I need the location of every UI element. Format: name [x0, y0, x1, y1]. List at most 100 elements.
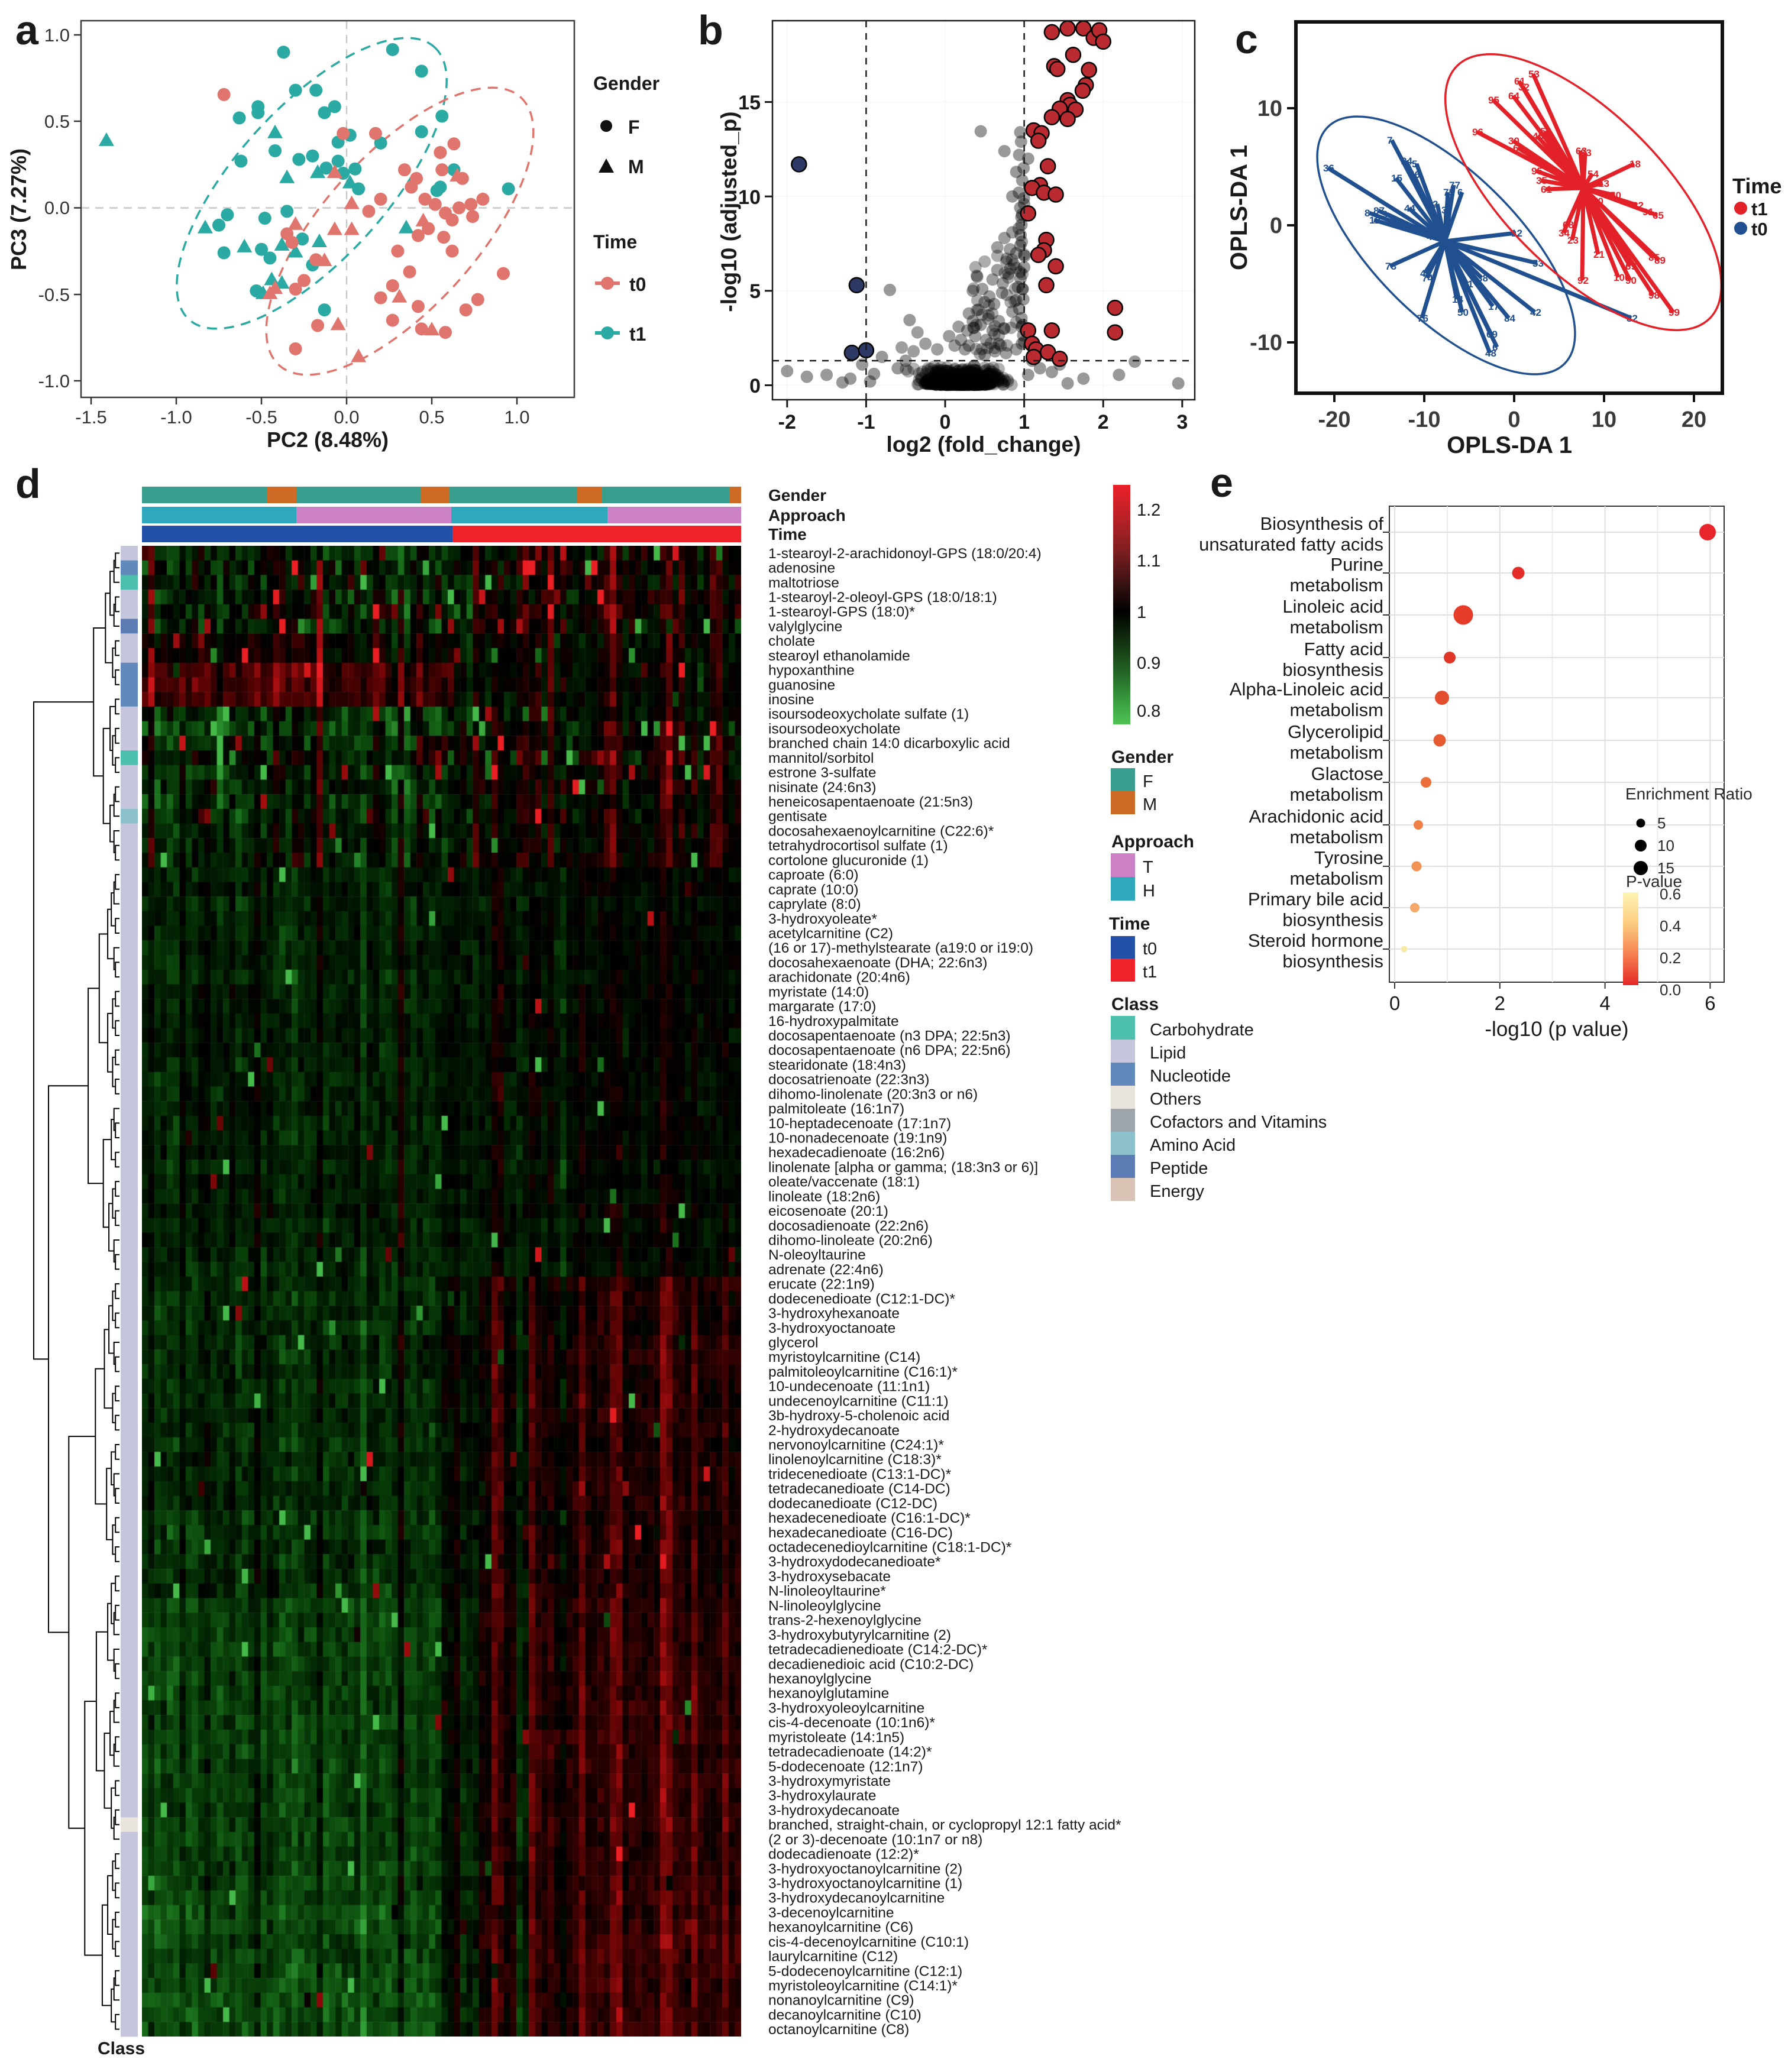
svg-text:P-value: P-value [1626, 872, 1682, 891]
svg-text:3b-hydroxy-5-cholenoic acid: 3b-hydroxy-5-cholenoic acid [768, 1408, 949, 1424]
svg-text:tetradecadienedioate (C14:2-DC: tetradecadienedioate (C14:2-DC)* [768, 1642, 988, 1658]
svg-text:33: 33 [1580, 147, 1592, 158]
svg-text:guanosine: guanosine [768, 677, 835, 693]
svg-text:octanoylcarnitine (C8): octanoylcarnitine (C8) [768, 2022, 909, 2038]
svg-text:Amino Acid: Amino Acid [1150, 1136, 1236, 1155]
svg-text:64: 64 [1508, 90, 1519, 102]
svg-text:log2 (fold_change): log2 (fold_change) [887, 432, 1081, 457]
svg-text:decadienedioic acid (C10:2-DC): decadienedioic acid (C10:2-DC) [768, 1656, 974, 1672]
svg-text:glycerol: glycerol [768, 1335, 818, 1351]
svg-text:36: 36 [1323, 163, 1334, 174]
svg-text:23: 23 [1567, 235, 1579, 246]
svg-text:18: 18 [1629, 158, 1641, 170]
svg-text:caproate (6:0): caproate (6:0) [768, 867, 859, 883]
svg-text:arachidonate (20:4n6): arachidonate (20:4n6) [768, 970, 910, 986]
svg-text:Purine: Purine [1330, 554, 1383, 575]
svg-text:Cofactors and Vitamins: Cofactors and Vitamins [1150, 1113, 1327, 1132]
svg-text:12: 12 [1369, 215, 1380, 226]
svg-text:2: 2 [1433, 199, 1438, 210]
svg-text:1-stearoyl-GPS (18:0)*: 1-stearoyl-GPS (18:0)* [768, 604, 915, 620]
svg-text:dihomo-linolenate (20:3n3 or n: dihomo-linolenate (20:3n3 or n6) [768, 1086, 978, 1102]
svg-text:75: 75 [1443, 187, 1454, 198]
svg-text:myristoleate (14:1n5): myristoleate (14:1n5) [768, 1730, 904, 1746]
svg-text:metabolism: metabolism [1290, 700, 1384, 720]
svg-text:Others: Others [1150, 1090, 1201, 1109]
svg-text:t1: t1 [1751, 199, 1768, 219]
svg-text:docosahexaenoylcarnitine (C22:: docosahexaenoylcarnitine (C22:6)* [768, 823, 994, 839]
svg-text:87: 87 [1373, 205, 1385, 216]
svg-text:trans-2-hexenoylglycine: trans-2-hexenoylglycine [768, 1613, 922, 1629]
svg-text:Approach: Approach [768, 506, 846, 525]
svg-text:10: 10 [1592, 407, 1616, 432]
svg-text:3-hydroxyoctanoylcarnitine (1): 3-hydroxyoctanoylcarnitine (1) [768, 1876, 962, 1892]
svg-text:-1.0: -1.0 [38, 371, 70, 391]
svg-text:6: 6 [1705, 992, 1715, 1014]
svg-text:dodecadienoate (12:2)*: dodecadienoate (12:2)* [768, 1847, 919, 1863]
svg-text:cholate: cholate [768, 633, 815, 649]
svg-text:6: 6 [1457, 187, 1463, 198]
svg-text:metabolism: metabolism [1290, 827, 1384, 847]
svg-text:-log10 (adjusted_p): -log10 (adjusted_p) [717, 111, 741, 312]
svg-text:1.0: 1.0 [504, 407, 529, 428]
svg-text:61: 61 [1513, 143, 1524, 154]
svg-text:21: 21 [1593, 249, 1605, 260]
svg-text:e: e [1210, 459, 1233, 506]
svg-text:c: c [1235, 16, 1258, 62]
svg-text:53: 53 [1532, 258, 1544, 269]
svg-text:48: 48 [1485, 348, 1496, 359]
svg-text:erucate (22:1n9): erucate (22:1n9) [768, 1277, 875, 1293]
svg-text:eicosenoate (20:1): eicosenoate (20:1) [768, 1203, 888, 1219]
svg-text:nervonoylcarnitine (C24:1)*: nervonoylcarnitine (C24:1)* [768, 1438, 944, 1453]
svg-text:3-hydroxyhexanoate: 3-hydroxyhexanoate [768, 1306, 900, 1322]
svg-text:dihomo-linoleate (20:2n6): dihomo-linoleate (20:2n6) [768, 1232, 933, 1248]
svg-text:99: 99 [1669, 307, 1680, 318]
svg-text:isoursodeoxycholate sulfate (1: isoursodeoxycholate sulfate (1) [768, 707, 969, 723]
svg-text:7: 7 [1390, 216, 1395, 227]
svg-text:-10: -10 [1408, 407, 1441, 432]
svg-text:0.6: 0.6 [1660, 885, 1681, 903]
svg-text:0: 0 [1270, 213, 1282, 238]
svg-text:3-hydroxymyristate: 3-hydroxymyristate [768, 1773, 891, 1789]
svg-text:Glycerolipid: Glycerolipid [1288, 721, 1383, 742]
svg-text:t1: t1 [1143, 963, 1157, 982]
svg-text:44: 44 [1404, 203, 1415, 214]
svg-text:branched chain 14:0 dicarboxyl: branched chain 14:0 dicarboxylic acid [768, 736, 1010, 752]
svg-text:OPLS-DA 1: OPLS-DA 1 [1447, 432, 1572, 458]
svg-text:Class: Class [1111, 995, 1159, 1014]
svg-text:84: 84 [1504, 313, 1515, 324]
svg-text:0: 0 [749, 375, 761, 397]
svg-text:Class: Class [98, 2039, 145, 2058]
svg-text:24: 24 [1401, 156, 1412, 167]
svg-text:hexanoylglycine: hexanoylglycine [768, 1671, 871, 1687]
svg-text:nonanoylcarnitine (C9): nonanoylcarnitine (C9) [768, 1993, 914, 2009]
svg-text:adenosine: adenosine [768, 561, 835, 577]
svg-text:Nucleotide: Nucleotide [1150, 1067, 1231, 1086]
svg-text:0: 0 [1389, 992, 1400, 1014]
svg-text:15: 15 [1391, 173, 1402, 184]
svg-text:1-stearoyl-2-oleoyl-GPS (18:0/: 1-stearoyl-2-oleoyl-GPS (18:0/18:1) [768, 590, 997, 606]
svg-text:5: 5 [1412, 158, 1417, 170]
svg-text:octadecenedioylcarnitine (C18:: octadecenedioylcarnitine (C18:1-DC)* [768, 1540, 1012, 1556]
svg-text:3: 3 [1176, 411, 1188, 433]
svg-text:76: 76 [1417, 313, 1428, 324]
svg-text:-log10 (p value): -log10 (p value) [1485, 1018, 1628, 1041]
svg-text:stearoyl ethanolamide: stearoyl ethanolamide [768, 648, 910, 664]
svg-text:(2 or 3)-decenoate (10:1n7 or: (2 or 3)-decenoate (10:1n7 or n8) [768, 1832, 982, 1848]
svg-text:91: 91 [1642, 206, 1654, 218]
svg-text:-1: -1 [857, 411, 875, 433]
svg-text:Gender: Gender [768, 486, 826, 504]
svg-text:undecenoylcarnitine (C11:1): undecenoylcarnitine (C11:1) [768, 1393, 949, 1409]
svg-text:-20: -20 [1318, 407, 1351, 432]
svg-text:docosatrienoate (22:3n3): docosatrienoate (22:3n3) [768, 1072, 929, 1088]
svg-text:2: 2 [1495, 992, 1505, 1014]
svg-text:3-hydroxydodecanedioate*: 3-hydroxydodecanedioate* [768, 1554, 941, 1570]
svg-text:hexanoylglutamine: hexanoylglutamine [768, 1686, 889, 1702]
svg-text:95: 95 [1531, 166, 1543, 177]
svg-text:heneicosapentaenoate (21:5n3): heneicosapentaenoate (21:5n3) [768, 794, 973, 810]
svg-text:8: 8 [1365, 208, 1370, 219]
svg-text:Time: Time [1732, 174, 1781, 198]
svg-text:92: 92 [1577, 275, 1589, 286]
svg-text:65: 65 [1653, 210, 1664, 221]
svg-text:3-hydroxylaurate: 3-hydroxylaurate [768, 1788, 876, 1804]
svg-text:N-linoleoylglycine: N-linoleoylglycine [768, 1598, 881, 1614]
